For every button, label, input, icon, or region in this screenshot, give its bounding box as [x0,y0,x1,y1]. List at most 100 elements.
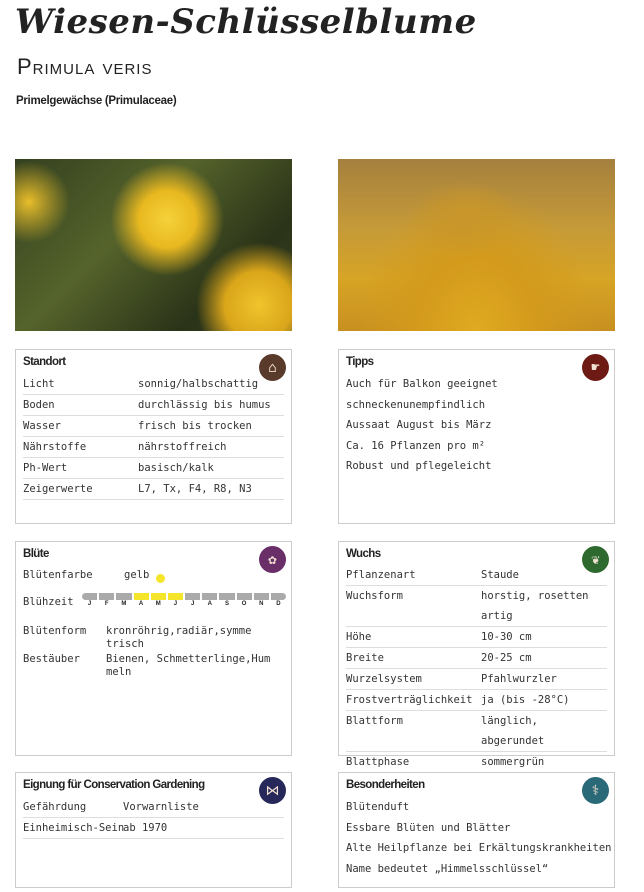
month-label: J [190,601,195,607]
row-value: basisch/kalk [138,462,214,474]
row-value: L7, Tx, F4, R8, N3 [138,483,252,495]
row-value: durchlässig bis humus [138,399,271,411]
month-label: A [207,601,212,607]
month-label: J [173,601,178,607]
row-value: sommergrün [481,756,545,768]
table-row: Wasser frisch bis trocken [23,416,284,437]
table-row: Pflanzenart Staude [346,565,607,586]
list-item: Auch für Balkon geeignet [346,378,498,390]
list-item: Blütenduft [346,801,410,813]
month-segment [167,593,184,600]
besonderheiten-card: Besonderheiten ⚕ Blütenduft Essbare Blüte… [338,772,615,888]
row-value: nährstoffreich [138,441,227,453]
row-label: Breite [346,652,384,664]
row-label: Wasser [23,420,61,432]
table-row: Blattphase sommergrün [346,752,607,773]
row-value: frisch bis trocken [138,420,252,432]
table-row: Höhe 10-30 cm [346,627,607,648]
card-title: Wuchs [346,548,381,560]
table-row: Wuchsform horstig, rosetten artig [346,586,607,627]
row-label: Frostverträglichkeit [346,694,473,706]
table-row: Boden durchlässig bis humus [23,395,284,416]
table-row: Einheimisch-Sein ab 1970 [23,818,284,839]
row-label: Ph-Wert [23,462,68,474]
row-label: Wurzelsystem [346,673,422,685]
row-value: ab 1970 [123,822,168,834]
month-segment [116,593,132,600]
meadow-photo [338,159,615,331]
flower-closeup-photo [15,159,292,331]
month-segment [270,593,287,600]
row-label: Einheimisch-Sein [23,822,125,834]
bluehzeit-label: Blühzeit [23,596,74,608]
list-item: Robust und pflegeleicht [346,460,492,473]
row-label: Pflanzenart [346,569,416,581]
month-label: M [121,601,127,607]
row-label: Blattform [346,715,403,727]
table-row: Frostverträglichkeit ja (bis -28°C) [346,690,607,711]
flower-icon: ✿ [259,546,286,573]
row-value: Staude [481,569,519,581]
bluete-card: Blüte ✿ Blütenfarbe gelb Blühzeit J F M A M J… [15,541,292,756]
month-segment [236,593,252,600]
house-icon: ⌂ [259,354,286,381]
bluetenfarbe-label: Blütenfarbe [23,569,93,581]
month-segment [202,593,218,600]
row-label: Licht [23,378,55,390]
month-segment [253,593,269,600]
month-segment [99,593,115,600]
row-value: ja (bis -28°C) [481,694,570,706]
page-title: Wiesen-Schlüsselblume [15,2,477,42]
month-segment [82,593,98,600]
row-value: 10-30 cm [481,631,532,643]
table-row: Breite 20-25 cm [346,648,607,669]
table-row: Licht sonnig/halbschattig [23,374,284,395]
list-item: Aussaat August bis März [346,419,492,432]
table-row: Nährstoffe nährstoffreich [23,437,284,458]
row-label: Blattphase [346,756,410,768]
row-label: Wuchsform [346,590,403,602]
month-segment [185,593,201,600]
row-value: sonnig/halbschattig [138,378,259,390]
row-label: Höhe [346,631,372,643]
month-label: O [241,601,247,607]
row-value: länglich, abgerundet [481,715,545,747]
list-item: Ca. 16 Pflanzen pro m² [346,439,486,452]
row-label: Gefährdung [23,801,87,813]
plant-family: Primelgewächse (Primulaceae) [16,95,177,107]
card-title: Standort [23,356,66,368]
list-item: Alte Heilpflanze bei Erkältungskrankheit… [346,842,612,855]
month-segment [219,593,235,600]
bluetenform-value: kronröhrig,radiär,symmetrisch [106,625,252,650]
wuchs-card: Wuchs ❦ Pflanzenart Staude Wuchsform horsti… [338,541,615,773]
row-label: Zeigerwerte [23,483,93,495]
table-row: Gefährdung Vorwarnliste [23,797,284,818]
row-value: Pfahlwurzler [481,673,557,685]
eignung-card: Eignung für Conservation Gardening ⋈ Gef… [15,772,292,888]
bluetenfarbe-value: gelb [124,569,150,581]
month-label: A [138,601,144,607]
row-value: 20-25 cm [481,652,532,664]
row-value: horstig, rosetten artig [481,590,589,622]
month-label: D [276,601,281,607]
card-title: Blüte [23,548,49,560]
list-item: Essbare Blüten und Blätter [346,821,511,834]
butterfly-icon: ⋈ [259,777,286,804]
card-title: Eignung für Conservation Gardening [23,779,205,791]
bluetenform-label: Blütenform [23,625,87,637]
bloom-calendar [82,593,287,600]
month-label: N [259,601,264,607]
latin-name: Primula veris [17,54,153,79]
month-label: S [224,601,229,607]
color-swatch [156,574,165,583]
month-segment [150,593,166,600]
leaf-icon: ❦ [582,546,609,573]
month-segment [133,593,149,600]
card-title: Besonderheiten [346,779,425,791]
table-row: Zeigerwerte L7, Tx, F4, R8, N3 [23,479,284,500]
month-label: F [104,601,109,607]
row-value: Vorwarnliste [123,801,199,813]
bestaeuber-value: Bienen, Schmetterlinge,Hummeln [106,653,271,678]
list-item: Name bedeutet „Himmelsschlüssel“ [346,862,549,875]
tipps-card: Tipps ☛ Auch für Balkon geeignet schnecke… [338,349,615,524]
